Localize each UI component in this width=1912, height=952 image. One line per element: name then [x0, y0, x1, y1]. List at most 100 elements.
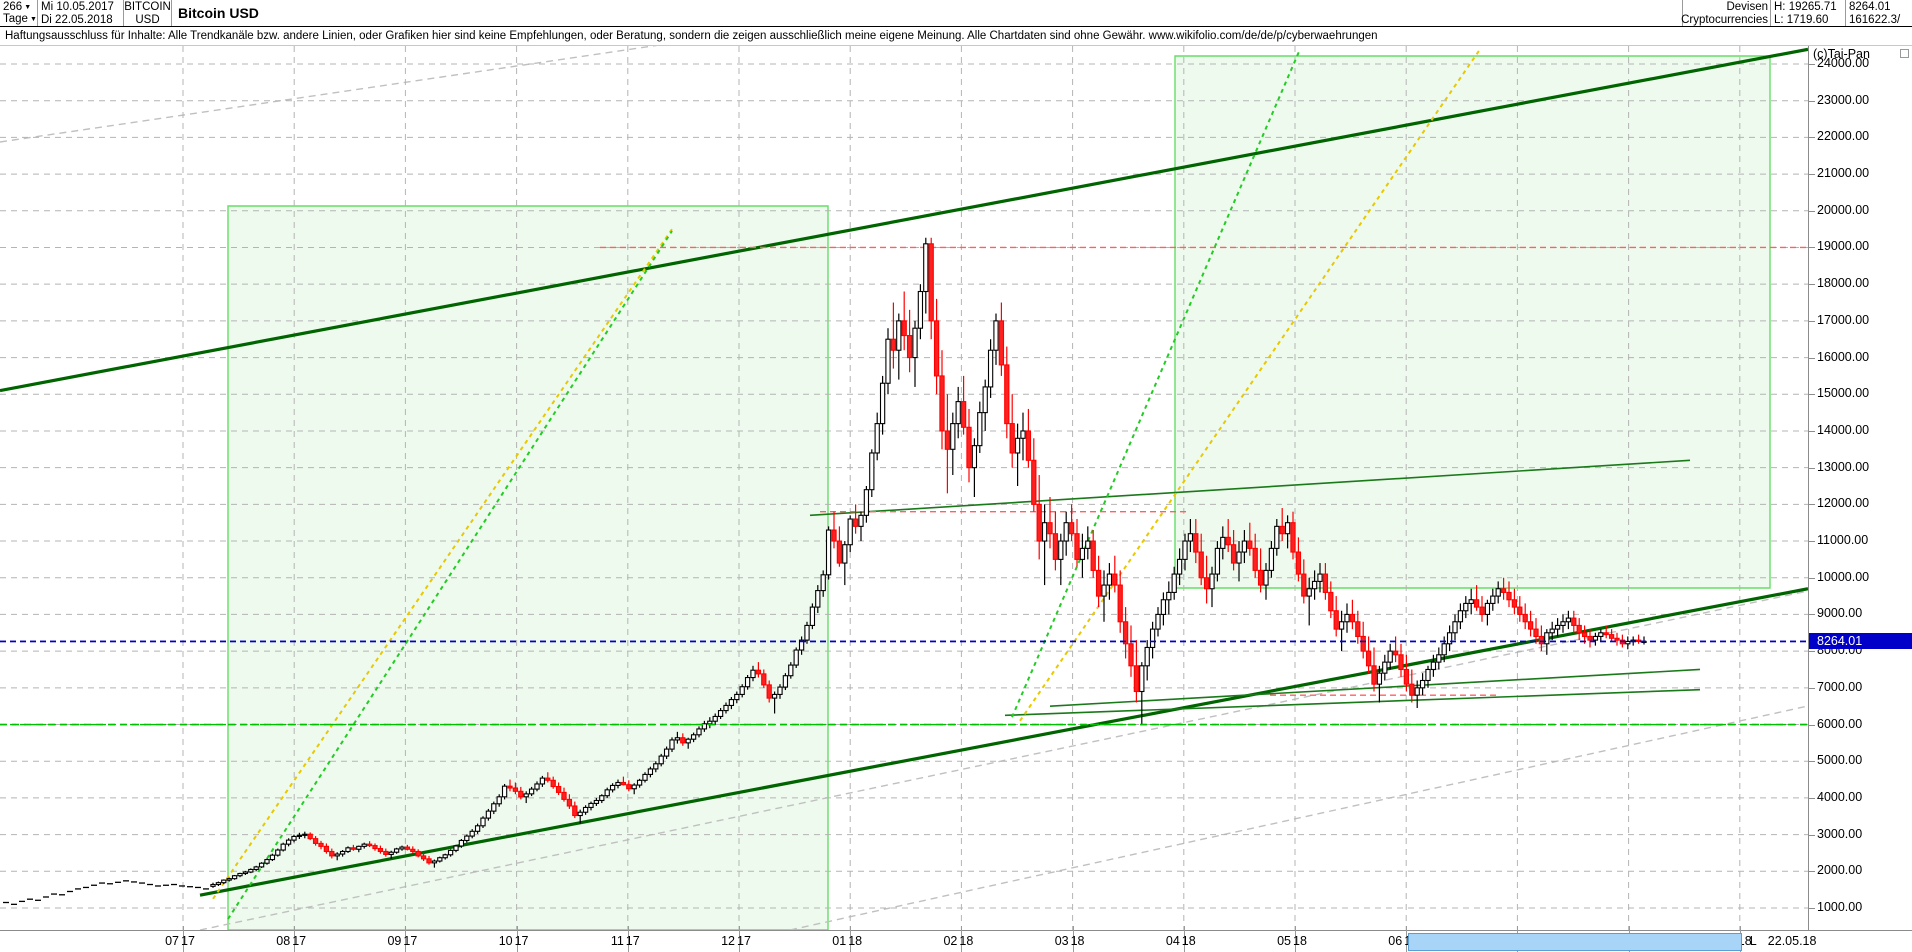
price-axis-tick: [1809, 504, 1815, 506]
date-from: Mi 10.05.2017: [41, 1, 114, 13]
time-axis-tick: [627, 926, 629, 931]
bars-count-label: 266: [3, 0, 23, 13]
time-axis-tick: [850, 926, 852, 931]
time-axis-separator: [1406, 931, 1408, 952]
price-axis-tick: [1809, 614, 1815, 616]
time-axis-label: 07 17: [149, 934, 195, 949]
price-axis-label: 1000.00: [1817, 900, 1863, 914]
market-subgroup: Cryptocurrencies: [1681, 14, 1768, 26]
price-axis-label: 13000.00: [1817, 459, 1870, 474]
time-axis-label: 01 18: [816, 934, 862, 949]
time-axis-label: 02 18: [927, 934, 973, 949]
bars-interval-selector[interactable]: 266 ▼ Tage ▼: [0, 0, 38, 26]
price-axis-tick: [1809, 210, 1815, 212]
price-axis-label: 10000.00: [1817, 569, 1870, 584]
price-axis-tick: [1809, 247, 1815, 249]
price-axis-label: 2000.00: [1817, 863, 1863, 878]
time-axis-label: 05 18: [1261, 934, 1307, 949]
price-axis-label: 4000.00: [1817, 789, 1863, 804]
time-axis-month: 07: [165, 934, 179, 948]
time-axis-tick: [739, 926, 740, 931]
price-axis-tick: [1809, 541, 1815, 543]
time-axis-month: 06: [1388, 934, 1403, 948]
price-axis-tick: [1809, 651, 1815, 653]
price-axis[interactable]: (c)Tai-Pan 24000.00 23000.00 22000.00 21000…: [1808, 46, 1912, 930]
time-axis-tick: [1628, 926, 1630, 931]
market-category-cell: Devisen Cryptocurrencies: [1681, 0, 1771, 26]
price-axis-tick: [1809, 577, 1815, 579]
time-axis-year: 18: [1293, 934, 1307, 948]
time-axis-separator: [1183, 931, 1185, 952]
time-axis-tick: [1295, 926, 1296, 931]
price-axis-tick: [1809, 724, 1815, 726]
price-axis-label: 14000.00: [1817, 422, 1870, 437]
high-low-cell: H: 19265.71 L: 1719.60: [1771, 0, 1846, 26]
time-axis-separator: [405, 931, 407, 952]
period-high: H: 19265.71: [1774, 1, 1837, 13]
time-axis-separator: [516, 931, 518, 952]
price-axis-tick: [1809, 137, 1815, 139]
price-axis-label: 23000.00: [1817, 92, 1870, 107]
time-axis-separator: [961, 931, 963, 952]
date-range-selector[interactable]: Mi 10.05.2017 Di 22.05.2018: [38, 0, 124, 26]
last-price-cell: 8264.01 161622.3/: [1846, 0, 1912, 26]
time-axis-end-marker: L: [1749, 934, 1757, 948]
price-axis-label: 3000.00: [1817, 826, 1863, 841]
history-bars: [3, 880, 209, 905]
time-axis-year: 17: [181, 934, 195, 948]
price-axis-tick: [1809, 797, 1815, 799]
time-axis-month: 02: [943, 934, 958, 948]
price-axis-tick: [1809, 100, 1815, 102]
time-axis[interactable]: 07 17 08 17 09 17 10 17 11 17 12 17 01 18 02 18 03 18 04 18…: [0, 926, 1912, 952]
current-price-marker[interactable]: 8264.01: [1809, 633, 1912, 650]
axis-settings-box[interactable]: [1900, 49, 1909, 58]
time-axis-label: 12 17: [705, 934, 751, 949]
time-axis-year: 18: [848, 934, 863, 948]
time-axis-selection[interactable]: [1408, 933, 1742, 951]
volume-value: 161622.3/: [1849, 14, 1901, 26]
price-axis-tick: [1809, 174, 1815, 176]
price-axis-label: 16000.00: [1817, 349, 1870, 364]
time-axis-label: 11 17: [594, 934, 640, 949]
time-axis-tick: [1183, 926, 1185, 931]
time-axis-label: 04 18: [1150, 934, 1196, 949]
time-axis-label: 10 17: [483, 934, 529, 949]
last-price: 8264.01: [1849, 1, 1891, 13]
time-axis-year: 17: [403, 934, 418, 948]
chevron-down-icon[interactable]: ▼: [24, 3, 32, 11]
price-axis-label: 6000.00: [1817, 716, 1863, 731]
time-axis-label: 08 17: [260, 934, 306, 949]
time-axis-year: 18: [1181, 934, 1196, 948]
time-axis-separator: [850, 931, 852, 952]
price-axis-tick: [1809, 467, 1815, 469]
price-axis-label: 19000.00: [1817, 239, 1870, 254]
market-group: Devisen: [1726, 1, 1768, 13]
price-axis-label: 24000.00: [1817, 56, 1870, 70]
interval-label: Tage: [3, 12, 28, 25]
time-axis-month: 10: [498, 934, 513, 948]
time-axis-year: 18: [959, 934, 974, 948]
symbol-cell[interactable]: BITCOIN USD: [124, 0, 172, 26]
time-axis-month: 12: [721, 934, 735, 948]
price-axis-label: 9000.00: [1817, 606, 1863, 621]
candlestick-chart[interactable]: [0, 46, 1808, 930]
chevron-down-icon[interactable]: ▼: [29, 15, 37, 23]
time-axis-separator: [627, 931, 629, 952]
time-axis-tick: [183, 926, 184, 931]
copyright-label: (c)Tai-Pan: [1813, 47, 1870, 61]
time-axis-month: 03: [1054, 934, 1069, 948]
time-axis-separator: [294, 931, 296, 952]
price-axis-label: 20000.00: [1817, 202, 1870, 217]
time-axis-tick: [405, 926, 407, 931]
candlestick-series: [210, 237, 1647, 888]
price-axis-label: 7000.00: [1817, 679, 1863, 694]
time-axis-label: 03 18: [1039, 934, 1085, 949]
price-axis-tick: [1809, 871, 1815, 873]
time-axis-separator: [1072, 931, 1074, 952]
price-axis-label: 12000.00: [1817, 496, 1870, 511]
price-axis-tick: [1809, 64, 1815, 65]
chart-plot-area[interactable]: [0, 46, 1808, 930]
time-axis-tick: [1072, 926, 1074, 931]
price-axis-tick: [1809, 687, 1815, 689]
